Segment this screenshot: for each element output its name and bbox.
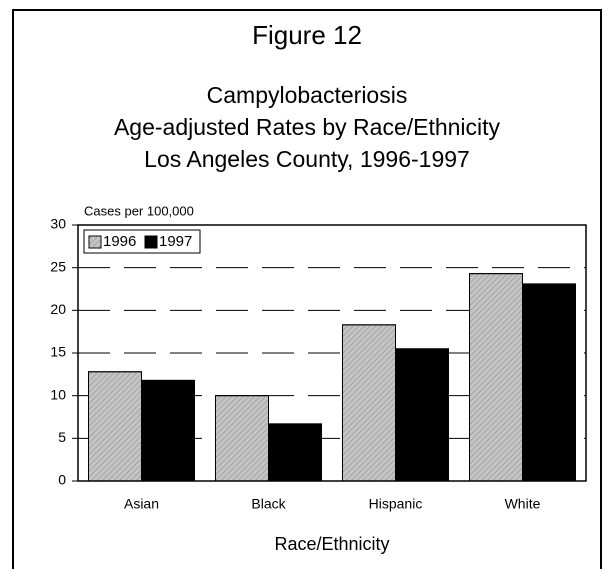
bar: [268, 423, 322, 482]
bar: [342, 324, 396, 482]
plot-area: [77, 224, 587, 482]
legend-swatch-hatch: [89, 236, 101, 248]
chart-subtitle: Campylobacteriosis: [207, 82, 408, 108]
x-tick-label: White: [505, 496, 541, 512]
bar: [88, 371, 142, 482]
y-axis-label: Cases per 100,000: [84, 203, 194, 218]
bar: [469, 273, 523, 482]
bar: [141, 379, 195, 482]
y-tick-label: 25: [50, 258, 66, 274]
legend-label: 1996: [103, 233, 136, 250]
x-axis-label: Race/Ethnicity: [274, 534, 389, 554]
y-tick-label: 0: [58, 472, 66, 488]
legend-swatch: [144, 235, 158, 249]
chart-title: Figure 12: [252, 20, 362, 50]
bar: [522, 283, 576, 482]
frame: [12, 9, 602, 569]
legend: [83, 229, 201, 254]
x-tick-label: Black: [251, 496, 286, 512]
chart-subtitle: Los Angeles County, 1996-1997: [144, 146, 470, 172]
bar: [395, 348, 449, 482]
x-tick-label: Asian: [124, 496, 159, 512]
y-tick-label: 20: [50, 301, 66, 317]
chart-subtitle: Age-adjusted Rates by Race/Ethnicity: [114, 114, 501, 140]
bar: [215, 395, 269, 482]
y-tick-label: 10: [50, 386, 66, 402]
y-tick-label: 30: [50, 216, 66, 232]
x-tick-label: Hispanic: [369, 496, 423, 512]
y-tick-label: 5: [58, 429, 66, 445]
legend-label: 1997: [159, 233, 192, 250]
y-tick-label: 15: [50, 344, 66, 360]
